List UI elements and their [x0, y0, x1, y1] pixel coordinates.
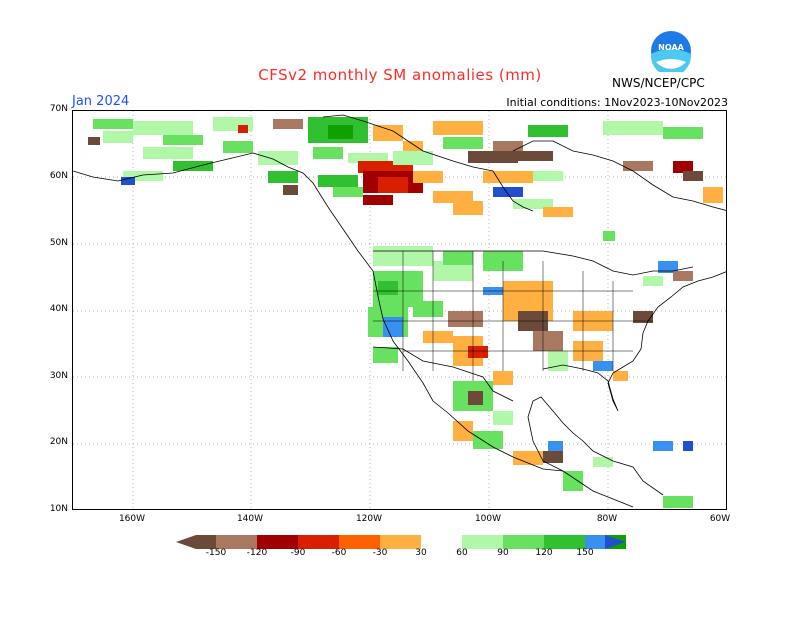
lat-label-30: 30N — [49, 371, 68, 381]
forecast-month: Jan 2024 — [72, 94, 130, 109]
legend-label-m60: -60 — [331, 548, 347, 558]
anomaly-map — [72, 110, 727, 510]
legend-label-90: 90 — [497, 548, 509, 558]
initial-conditions: Initial conditions: 1Nov2023-10Nov2023 — [506, 96, 728, 109]
logo-text: NOAA — [658, 43, 684, 52]
lon-label-120w: 120W — [355, 514, 383, 524]
legend-label-60: 60 — [456, 548, 468, 558]
map-canvas — [73, 111, 726, 509]
agency-label: NWS/NCEP/CPC — [612, 76, 705, 90]
anomaly-cells — [88, 117, 723, 508]
lon-label-160w: 160W — [118, 514, 146, 524]
state-borders — [373, 251, 653, 381]
map-title: CFSv2 monthly SM anomalies (mm) — [258, 66, 542, 84]
legend-label-120: 120 — [535, 548, 553, 558]
lon-label-100w: 100W — [474, 514, 502, 524]
lon-label-140w: 140W — [236, 514, 264, 524]
lon-label-60w: 60W — [709, 514, 731, 524]
lat-label-60: 60N — [49, 171, 68, 181]
legend-label-m120: -120 — [246, 548, 268, 558]
lat-label-50: 50N — [49, 238, 68, 248]
lon-label-80w: 80W — [596, 514, 618, 524]
legend-label-150: 150 — [576, 548, 594, 558]
lat-label-20: 20N — [49, 437, 68, 447]
legend-wet-end — [585, 535, 626, 549]
legend-label-m90: -90 — [290, 548, 306, 558]
legend-label-m30: -30 — [372, 548, 388, 558]
lat-label-40: 40N — [49, 304, 68, 314]
color-legend — [176, 534, 626, 564]
noaa-logo-icon: NOAA — [651, 31, 691, 72]
legend-label-m150: -150 — [205, 548, 227, 558]
lat-label-10: 10N — [49, 504, 68, 514]
legend-label-30: 30 — [415, 548, 427, 558]
lat-label-70: 70N — [49, 104, 68, 114]
